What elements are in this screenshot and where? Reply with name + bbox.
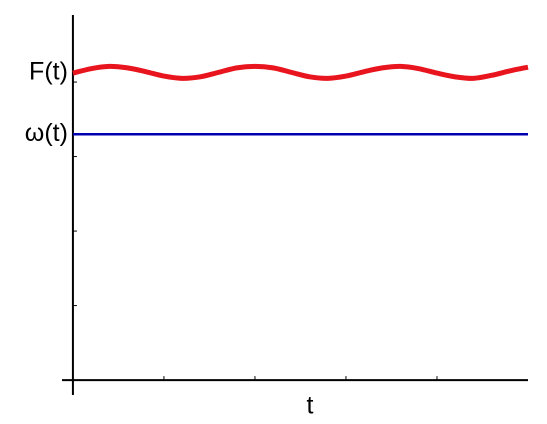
series-line <box>72 63 529 81</box>
series-label: ω(t) <box>25 119 68 147</box>
series-label: F(t) <box>29 58 68 86</box>
x-axis-label: t <box>307 392 314 420</box>
